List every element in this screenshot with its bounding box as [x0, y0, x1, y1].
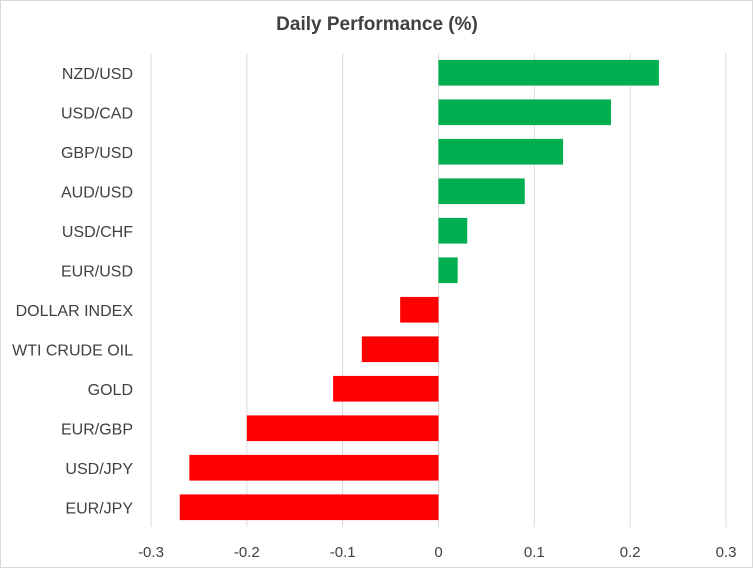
x-tick-label: 0	[434, 544, 442, 561]
bar-usd-cad	[438, 99, 611, 126]
category-label: WTI CRUDE OIL	[12, 342, 133, 359]
bar-eur-gbp	[246, 415, 439, 442]
bar-eur-usd	[438, 257, 458, 284]
x-tick-label: -0.2	[234, 544, 260, 561]
category-label: EUR/JPY	[65, 500, 133, 517]
category-label: EUR/GBP	[61, 421, 133, 438]
bar-aud-usd	[438, 178, 525, 205]
x-tick-label: -0.3	[138, 544, 164, 561]
bar-nzd-usd	[438, 59, 659, 86]
x-axis-tick-labels: -0.3 -0.2 -0.1 0 0.1 0.2 0.3	[138, 544, 736, 561]
gridlines	[150, 53, 727, 527]
category-label: USD/JPY	[65, 461, 133, 478]
chart-title: Daily Performance (%)	[276, 14, 478, 35]
bar-wti-crude-oil	[361, 336, 439, 363]
category-label: USD/CAD	[61, 105, 133, 122]
x-tick-label: 0.3	[716, 544, 737, 561]
bar-usd-jpy	[189, 454, 439, 481]
category-label: GOLD	[88, 382, 133, 399]
category-label: USD/CHF	[62, 224, 133, 241]
category-labels: NZD/USD USD/CAD GBP/USD AUD/USD USD/CHF EUR/U…	[12, 66, 133, 518]
x-tick-label: 0.2	[620, 544, 641, 561]
x-tick-label: -0.1	[330, 544, 356, 561]
bar-eur-jpy	[179, 494, 439, 521]
category-label: GBP/USD	[61, 145, 133, 162]
category-label: NZD/USD	[62, 66, 133, 83]
bar-gold	[333, 375, 439, 402]
bars	[179, 59, 659, 521]
category-label: AUD/USD	[61, 184, 133, 201]
bar-gbp-usd	[438, 138, 564, 165]
x-tick-label: 0.1	[524, 544, 545, 561]
bar-usd-chf	[438, 217, 468, 244]
category-label: DOLLAR INDEX	[16, 303, 134, 320]
bar-dollar-index	[400, 296, 439, 323]
category-label: EUR/USD	[61, 263, 133, 280]
